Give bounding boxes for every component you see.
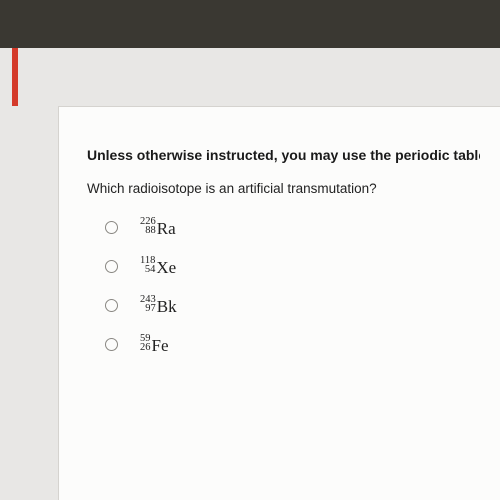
element-symbol: Xe [156, 259, 176, 276]
atomic-number: 97 [140, 305, 156, 314]
radio-icon[interactable] [105, 260, 118, 273]
accent-bar [12, 48, 18, 106]
radio-icon[interactable] [105, 338, 118, 351]
option-row[interactable]: 118 54 Xe [105, 257, 480, 276]
option-row[interactable]: 59 26 Fe [105, 335, 480, 354]
question-text: Which radioisotope is an artificial tran… [87, 181, 480, 196]
question-card: Unless otherwise instructed, you may use… [58, 106, 500, 500]
page-frame: Unless otherwise instructed, you may use… [0, 48, 500, 500]
element-symbol: Ra [157, 220, 176, 237]
instruction-text: Unless otherwise instructed, you may use… [87, 147, 480, 163]
atomic-number: 26 [140, 344, 151, 353]
element-symbol: Bk [157, 298, 177, 315]
radio-icon[interactable] [105, 221, 118, 234]
atomic-number: 54 [140, 266, 155, 275]
option-row[interactable]: 226 88 Ra [105, 218, 480, 237]
isotope-label: 243 97 Bk [140, 296, 177, 315]
options-list: 226 88 Ra 118 54 Xe 243 [87, 218, 480, 354]
isotope-label: 59 26 Fe [140, 335, 169, 354]
isotope-label: 118 54 Xe [140, 257, 176, 276]
isotope-label: 226 88 Ra [140, 218, 176, 237]
element-symbol: Fe [152, 337, 169, 354]
option-row[interactable]: 243 97 Bk [105, 296, 480, 315]
atomic-number: 88 [140, 227, 156, 236]
radio-icon[interactable] [105, 299, 118, 312]
